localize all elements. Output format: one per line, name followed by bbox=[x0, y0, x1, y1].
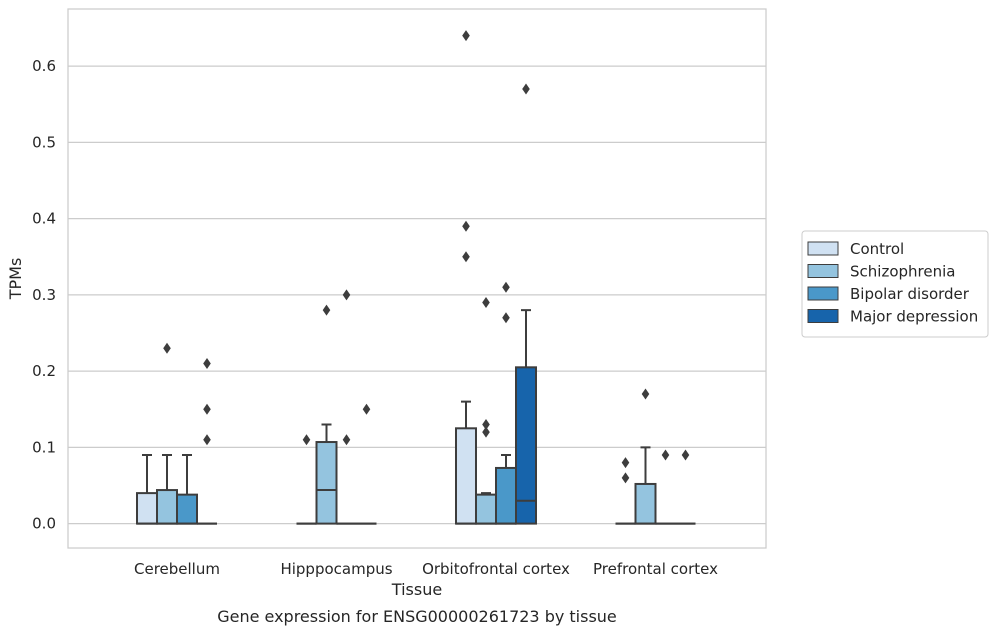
box-body bbox=[475, 493, 497, 525]
y-tick-label: 0.5 bbox=[32, 133, 56, 151]
outlier-point bbox=[502, 312, 510, 324]
outlier-point bbox=[203, 358, 211, 370]
x-axis-label: Tissue bbox=[391, 580, 442, 599]
outlier-point bbox=[462, 251, 470, 263]
y-tick-label: 0.0 bbox=[32, 515, 56, 533]
plot-frame bbox=[67, 8, 767, 549]
outlier-point bbox=[621, 472, 630, 484]
outlier-point bbox=[482, 426, 490, 438]
y-tick-label: 0.6 bbox=[32, 57, 56, 75]
outlier-point bbox=[163, 342, 171, 354]
y-tick-label: 0.2 bbox=[32, 362, 56, 380]
box-body bbox=[315, 441, 338, 525]
legend-swatch bbox=[807, 309, 839, 323]
box-body bbox=[634, 482, 657, 525]
box-control bbox=[455, 400, 477, 525]
legend-swatch bbox=[807, 241, 839, 256]
outlier-point bbox=[203, 434, 211, 446]
box-schizophrenia bbox=[475, 492, 497, 525]
y-tick-label: 0.1 bbox=[32, 438, 56, 456]
outlier-point bbox=[641, 388, 650, 400]
outlier-point bbox=[462, 220, 470, 232]
outlier-point bbox=[342, 289, 351, 301]
outlier-point bbox=[302, 434, 311, 446]
outlier-point bbox=[661, 449, 670, 461]
y-tick-label: 0.3 bbox=[32, 286, 56, 304]
legend-swatch bbox=[807, 264, 839, 278]
legend-label: Schizophrenia bbox=[850, 263, 955, 281]
legend-label: Major depression bbox=[850, 308, 978, 326]
gridlines bbox=[68, 65, 766, 525]
outlier-point bbox=[203, 403, 211, 415]
outlier-point bbox=[462, 30, 470, 42]
box-schizophrenia bbox=[634, 446, 657, 525]
box-major-depression bbox=[515, 309, 537, 525]
box-body bbox=[495, 466, 517, 525]
box-bipolar-disorder bbox=[176, 453, 198, 525]
outlier-point bbox=[362, 403, 371, 415]
box-schizophrenia bbox=[315, 423, 338, 525]
legend-frame bbox=[801, 230, 989, 338]
legend-swatch bbox=[807, 286, 839, 301]
legend: Control Schizophrenia Bipolar disorder Majo… bbox=[801, 230, 989, 338]
x-tick-label: Hipppocampus bbox=[280, 560, 392, 578]
x-tick-labels: Cerebellum Hipppocampus Orbitofrontal cort… bbox=[134, 560, 718, 578]
x-tick-label: Orbitofrontal cortex bbox=[422, 560, 570, 578]
outlier-point bbox=[681, 449, 690, 461]
box-body bbox=[455, 427, 477, 525]
outliers-layer bbox=[163, 30, 690, 484]
y-tick-label: 0.4 bbox=[32, 210, 56, 228]
x-tick-label: Prefrontal cortex bbox=[593, 560, 718, 578]
y-axis-label: TPMs bbox=[6, 258, 25, 301]
x-tick-label: Cerebellum bbox=[134, 560, 220, 578]
boxes-layer bbox=[136, 309, 696, 525]
outlier-point bbox=[482, 297, 490, 309]
outlier-point bbox=[322, 304, 331, 316]
legend-label: Control bbox=[850, 240, 904, 258]
outlier-point bbox=[522, 83, 530, 95]
outlier-point bbox=[621, 457, 630, 469]
box-body bbox=[156, 489, 178, 525]
box-body bbox=[176, 493, 198, 525]
legend-label: Bipolar disorder bbox=[850, 285, 970, 303]
outlier-point bbox=[342, 434, 351, 446]
outlier-point bbox=[482, 418, 490, 430]
plot-area bbox=[68, 9, 766, 548]
box-body bbox=[515, 366, 537, 525]
chart-caption: Gene expression for ENSG00000261723 by t… bbox=[217, 607, 617, 626]
box-body bbox=[136, 492, 158, 525]
y-tick-labels: 0.0 0.1 0.2 0.3 0.4 0.5 0.6 bbox=[32, 57, 56, 532]
outlier-point bbox=[502, 281, 510, 293]
box-schizophrenia bbox=[156, 453, 178, 525]
